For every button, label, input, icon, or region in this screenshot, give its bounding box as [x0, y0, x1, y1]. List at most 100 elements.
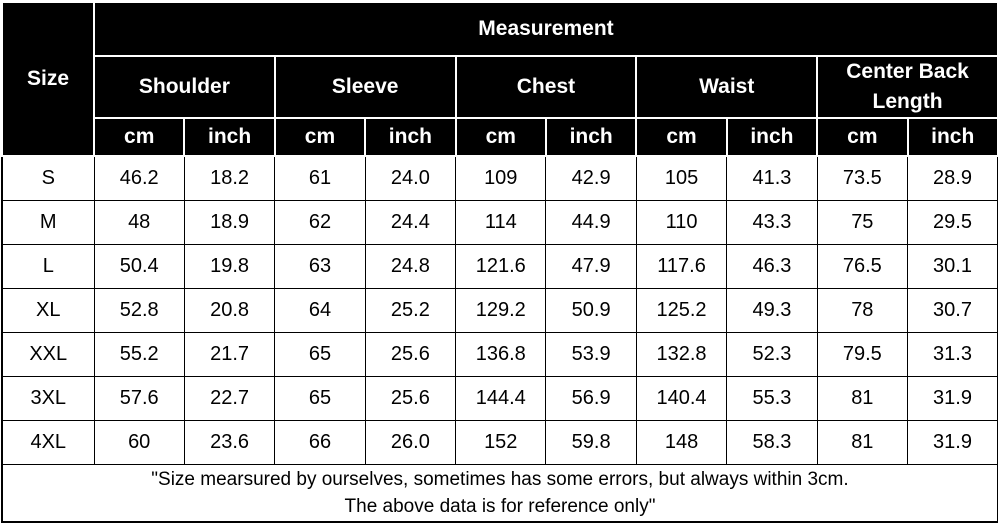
table-row: S 46.2 18.2 61 24.0 109 42.9 105 41.3 73.5 28.9 [1, 155, 998, 201]
table-row: Shoulder Sleeve Chest Waist Center Back Leng… [2, 55, 998, 119]
value-cell: 24.8 [364, 244, 457, 289]
unit-header: inch [906, 117, 998, 157]
group-header: Sleeve [273, 55, 457, 119]
value-cell: 81 [816, 376, 909, 421]
value-cell: 60 [93, 420, 185, 465]
value-cell: 19.8 [183, 244, 276, 289]
value-cell: 25.6 [364, 332, 457, 377]
value-cell: 47.9 [545, 244, 637, 289]
unit-header: inch [544, 117, 638, 157]
size-cell: 4XL [1, 420, 95, 465]
unit-header: inch [364, 117, 457, 157]
value-cell: 25.6 [364, 376, 457, 421]
value-cell: 59.8 [545, 420, 637, 465]
value-cell: 29.5 [907, 200, 998, 245]
value-cell: 125.2 [635, 288, 728, 333]
size-cell: XL [1, 288, 95, 333]
value-cell: 66 [274, 420, 366, 465]
value-cell: 63 [274, 244, 366, 289]
value-cell: 144.4 [455, 376, 547, 421]
value-cell: 52.8 [93, 288, 185, 333]
value-cell: 121.6 [455, 244, 547, 289]
value-cell: 65 [274, 332, 366, 377]
value-cell: 110 [635, 200, 728, 245]
value-cell: 23.6 [183, 420, 276, 465]
value-cell: 57.6 [93, 376, 185, 421]
value-cell: 79.5 [816, 332, 909, 377]
value-cell: 129.2 [455, 288, 547, 333]
table-row: "Size mearsured by ourselves, sometimes … [1, 464, 998, 523]
size-cell: M [1, 200, 95, 245]
value-cell: 64 [274, 288, 366, 333]
value-cell: 109 [455, 155, 547, 201]
value-cell: 31.9 [907, 376, 998, 421]
size-cell: S [1, 155, 95, 201]
size-header: Size [1, 1, 95, 157]
unit-header: inch [183, 117, 276, 157]
value-cell: 41.3 [726, 155, 818, 201]
value-cell: 75 [816, 200, 909, 245]
value-cell: 42.9 [545, 155, 637, 201]
unit-header: cm [92, 117, 186, 157]
value-cell: 78 [816, 288, 909, 333]
value-cell: 25.2 [364, 288, 457, 333]
table-row: M 48 18.9 62 24.4 114 44.9 110 43.3 75 29.5 [1, 200, 998, 245]
value-cell: 24.4 [364, 200, 457, 245]
value-cell: 28.9 [907, 155, 998, 201]
value-cell: 73.5 [816, 155, 909, 201]
value-cell: 52.3 [726, 332, 818, 377]
value-cell: 24.0 [364, 155, 457, 201]
size-cell: XXL [1, 332, 95, 377]
value-cell: 61 [274, 155, 366, 201]
value-cell: 26.0 [364, 420, 457, 465]
value-cell: 136.8 [455, 332, 547, 377]
table-row: cm inch cm inch cm inch cm inch cm inch [2, 117, 998, 157]
measurement-header: Measurement [93, 1, 998, 57]
value-cell: 81 [816, 420, 909, 465]
value-cell: 53.9 [545, 332, 637, 377]
value-cell: 49.3 [726, 288, 818, 333]
value-cell: 18.2 [183, 155, 276, 201]
table-row: 4XL 60 23.6 66 26.0 152 59.8 148 58.3 81 31.9 [1, 420, 998, 465]
value-cell: 117.6 [635, 244, 728, 289]
value-cell: 105 [635, 155, 728, 201]
footer-note: "Size mearsured by ourselves, sometimes … [1, 464, 998, 523]
value-cell: 55.2 [93, 332, 185, 377]
unit-header: cm [454, 117, 547, 157]
group-header: Waist [635, 55, 819, 119]
value-cell: 62 [274, 200, 366, 245]
footer-line: The above data is for reference only" [344, 496, 656, 517]
unit-header: inch [725, 117, 819, 157]
value-cell: 22.7 [183, 376, 276, 421]
value-cell: 152 [455, 420, 547, 465]
value-cell: 55.3 [726, 376, 818, 421]
value-cell: 43.3 [726, 200, 818, 245]
table-row: Size Measurement [1, 1, 998, 157]
value-cell: 58.3 [726, 420, 818, 465]
value-cell: 50.4 [93, 244, 185, 289]
table-row: XL 52.8 20.8 64 25.2 129.2 50.9 125.2 49.3 78 30.7 [1, 288, 998, 333]
value-cell: 132.8 [635, 332, 728, 377]
value-cell: 18.9 [183, 200, 276, 245]
value-cell: 31.3 [907, 332, 998, 377]
group-header: Shoulder [93, 55, 276, 119]
value-cell: 48 [93, 200, 185, 245]
unit-header: cm [635, 117, 728, 157]
value-cell: 46.2 [93, 155, 185, 201]
value-cell: 46.3 [726, 244, 818, 289]
value-cell: 31.9 [907, 420, 998, 465]
value-cell: 50.9 [545, 288, 637, 333]
value-cell: 65 [274, 376, 366, 421]
value-cell: 20.8 [183, 288, 276, 333]
unit-header: cm [273, 117, 367, 157]
value-cell: 30.1 [907, 244, 998, 289]
value-cell: 148 [635, 420, 728, 465]
table-row: L 50.4 19.8 63 24.8 121.6 47.9 117.6 46.3 76.5 30.… [1, 244, 998, 289]
value-cell: 114 [455, 200, 547, 245]
unit-header: cm [816, 117, 909, 157]
group-header: Center Back Length [816, 55, 998, 119]
table-row: XXL 55.2 21.7 65 25.6 136.8 53.9 132.8 52.3 79.5 3… [1, 332, 998, 377]
value-cell: 56.9 [545, 376, 637, 421]
